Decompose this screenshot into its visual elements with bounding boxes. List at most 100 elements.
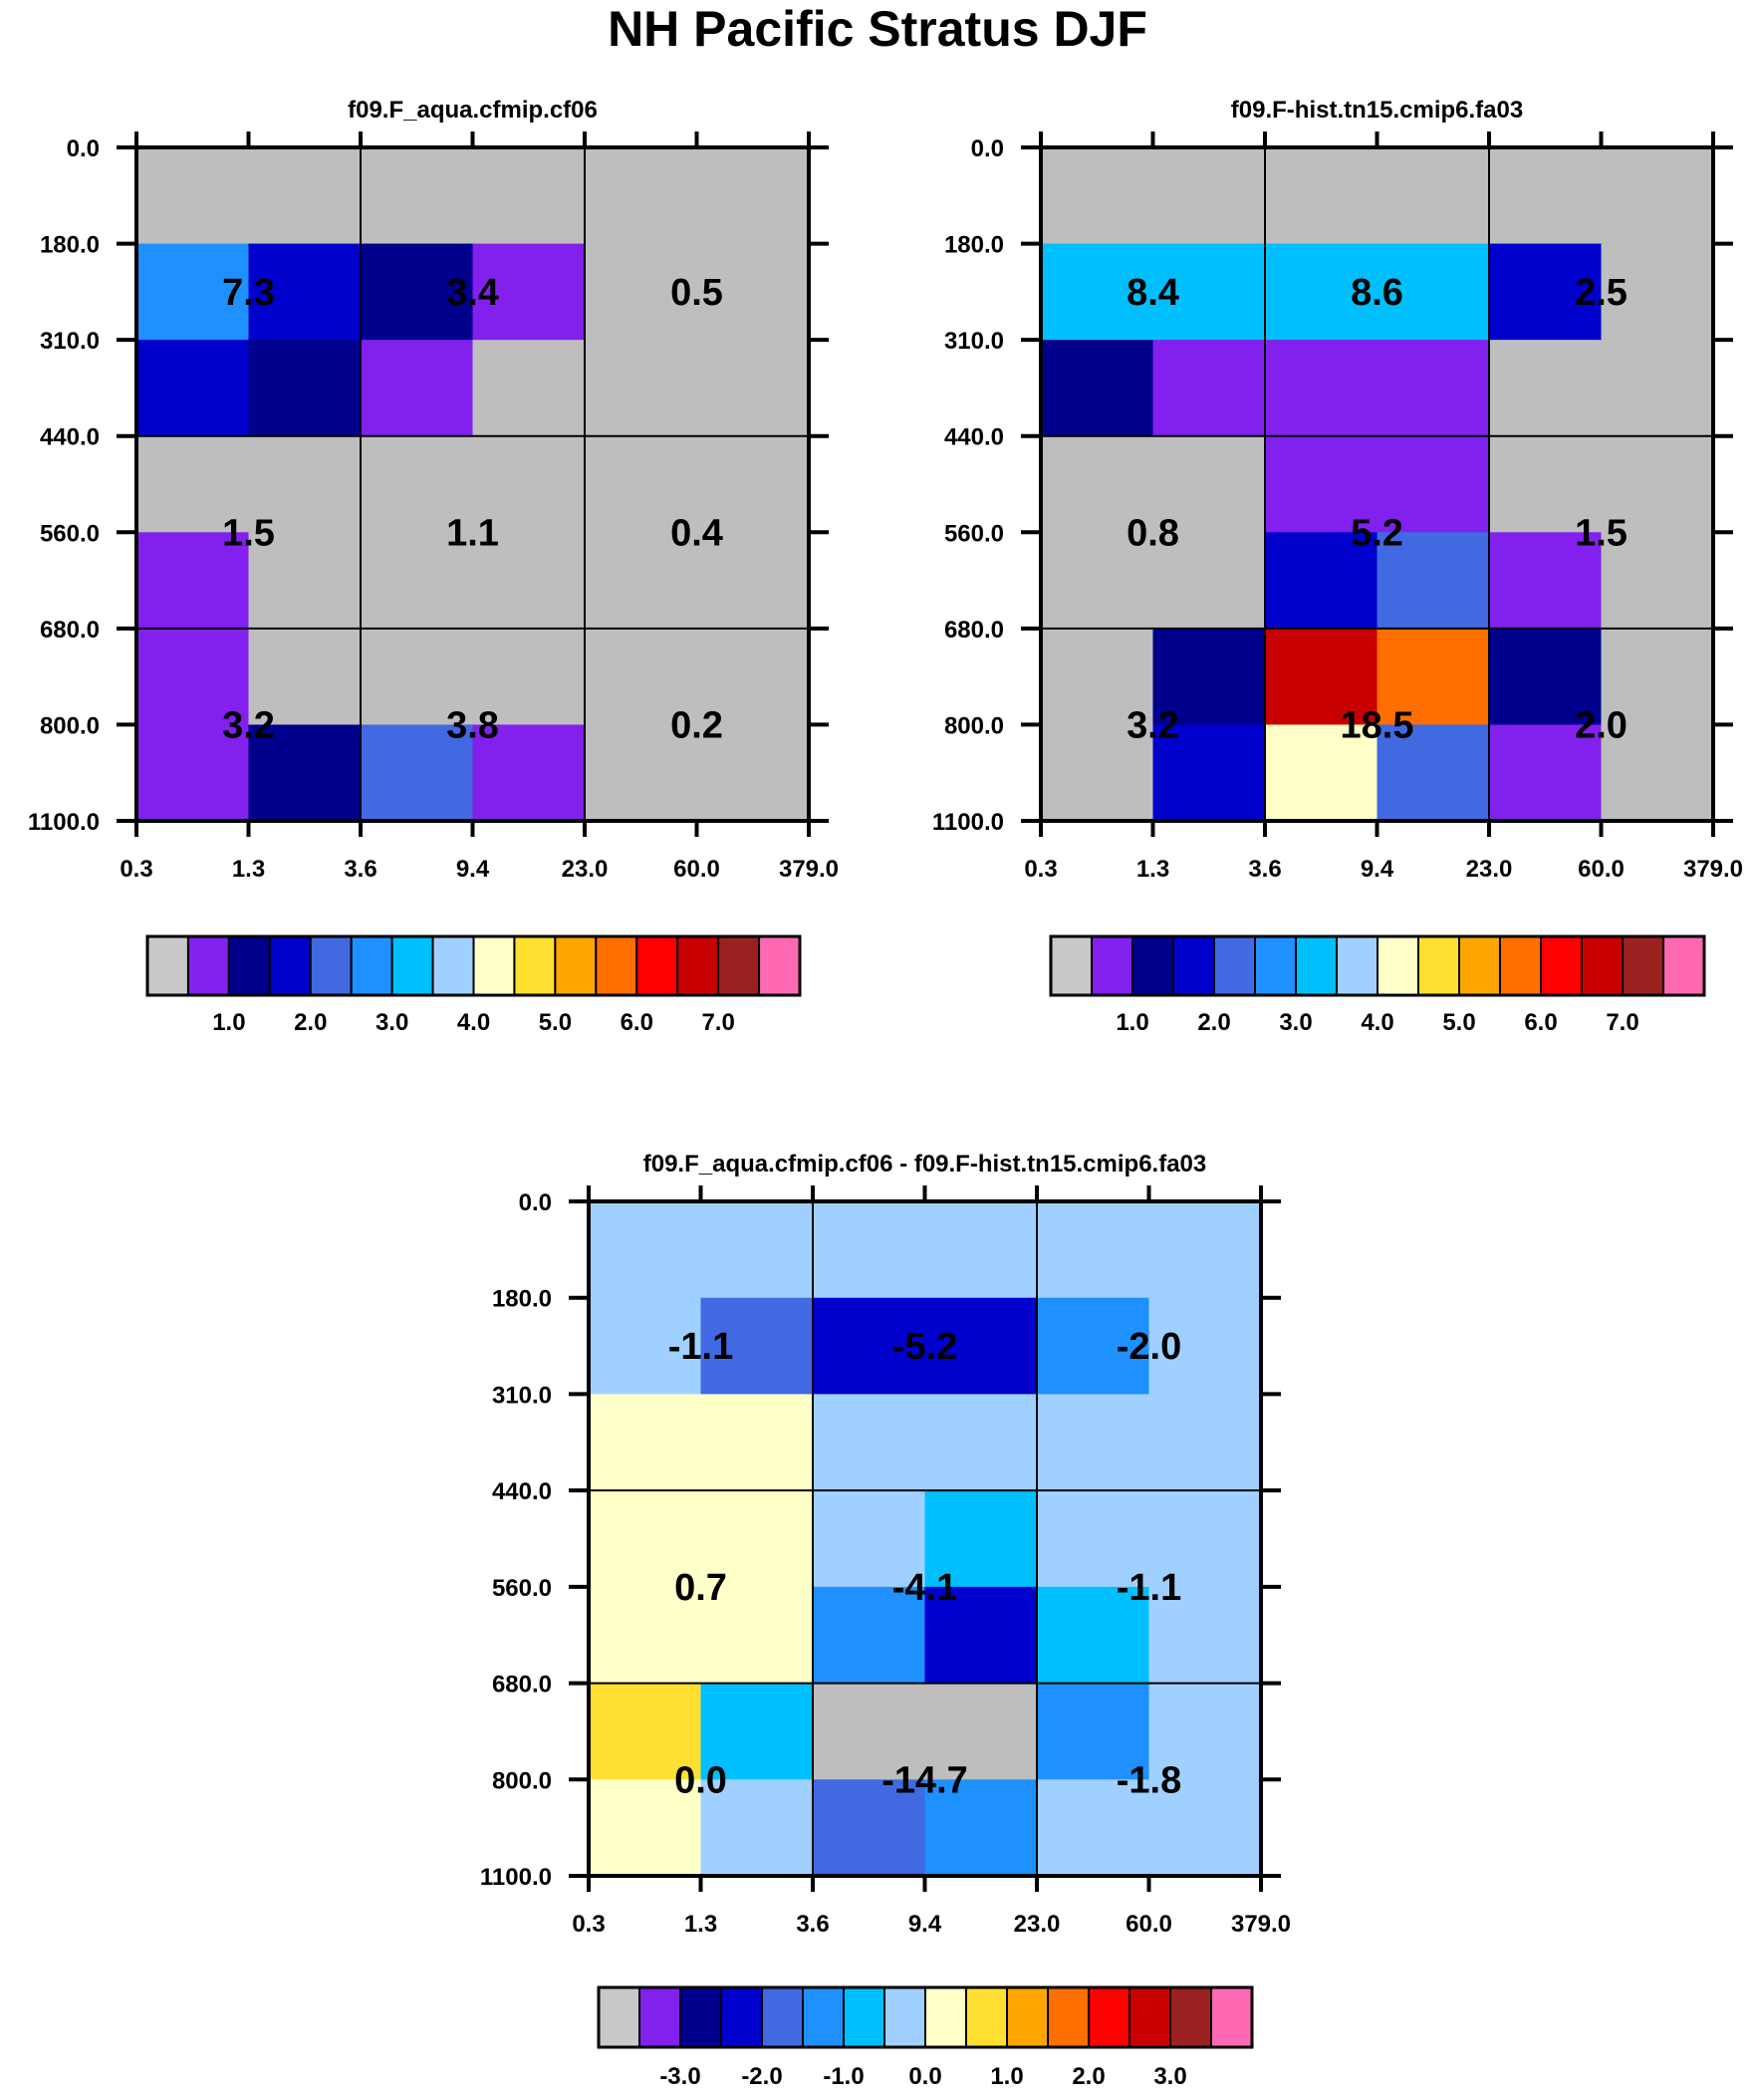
y-tick-label: 310.0 [944,328,1004,355]
heatmap-cell [1377,243,1490,341]
colorbar-label: -3.0 [659,2063,700,2090]
y-tick-label: 680.0 [492,1672,552,1699]
cell-value-label: 1.5 [1575,512,1628,554]
heatmap-cell [1148,1779,1262,1877]
x-tick-label: 379.0 [1683,856,1743,883]
heatmap-cell [700,1779,814,1877]
heatmap-cell [585,628,698,726]
colorbar-box [1050,935,1093,996]
x-tick-label: 0.3 [1024,856,1057,883]
colorbar-box [883,1986,926,2048]
y-tick-label: 0.0 [971,135,1004,162]
panel-title: f09.F_aqua.cfmip.cf06 [348,97,598,124]
heatmap-cell [1601,724,1714,822]
cell-value-label: 3.2 [222,704,275,746]
panel-1: f09.F_aqua.cfmip.cf06 0.3 1.3 3.6 9.4 23.0 60.… [28,97,839,1036]
colorbar-box [1499,935,1542,996]
colorbar-box [843,1986,885,2048]
heatmap-cell [1037,1683,1150,1780]
heatmap-cell [585,340,698,437]
heatmap-cell [136,532,250,630]
x-tick-label: 379.0 [779,856,839,883]
heatmap-cell [1037,1586,1150,1685]
heatmap-cell [813,1490,926,1588]
heatmap-cell [1489,340,1603,437]
heatmap-cell [248,340,362,437]
heatmap-cell [813,1683,926,1780]
heatmap-cell [361,724,474,822]
heatmap-cell [696,628,810,726]
heatmap-cell [696,532,810,630]
heatmap-cell [589,1394,702,1491]
colorbar-frame [145,934,802,997]
heatmap-cell [924,1683,1038,1780]
colorbar-label: 3.0 [1153,2063,1186,2090]
colorbar-box [431,935,475,996]
heatmap-cell [813,1586,926,1685]
colorbar-label: 3.0 [376,1009,408,1036]
colorbar-box [309,935,353,996]
heatmap-cell [1265,532,1379,630]
panel-3: f09.F_aqua.cfmip.cf06 - f09.F-hist.tn15.… [480,1151,1291,2090]
colorbar-box [595,935,638,996]
colorbar: 1.0 2.0 3.0 4.0 5.0 6.0 7.0 [145,934,802,1036]
heatmap-cell [472,628,586,726]
heatmap-cell [1265,147,1379,245]
cell-value-label: 3.2 [1127,704,1179,746]
colorbar-box [472,935,516,996]
colorbar-box [1417,935,1460,996]
colorbar-box [676,935,720,996]
figure-title: NH Pacific Stratus DJF [608,1,1147,57]
colorbar-box [146,935,189,996]
colorbar-box [227,935,271,996]
cell-value-label: 5.2 [1351,512,1403,554]
cell-value-label: 18.5 [1341,704,1414,746]
colorbar-box [1540,935,1583,996]
heatmap-cell [589,1201,702,1299]
colorbar-box [1091,935,1133,996]
heatmap-cell [1489,532,1603,630]
colorbar-label: 3.0 [1279,1009,1312,1036]
colorbar-box [513,935,557,996]
y-tick-label: 180.0 [492,1286,552,1313]
colorbar-box [635,935,679,996]
heatmap-cell [1037,1490,1150,1588]
colorbar-label: 4.0 [457,1009,490,1036]
colorbar: 1.0 2.0 3.0 4.0 5.0 6.0 7.0 [1049,934,1706,1036]
heatmap-cell [924,1779,1038,1877]
cell-value-label: 8.6 [1351,272,1403,314]
heatmap-cell [924,1201,1038,1299]
y-tick-label: 1100.0 [480,1864,552,1891]
heatmap-cell [472,243,586,341]
y-tick-label: 180.0 [944,232,1004,259]
heatmap-cell [1601,340,1714,437]
colorbar-box [1458,935,1501,996]
cell-value-label: 1.5 [222,512,275,554]
colorbar-label: -1.0 [823,2063,864,2090]
heatmap-cell [585,147,698,245]
heatmap-cell [1148,1201,1262,1299]
y-tick-label: 310.0 [492,1382,552,1409]
heatmap-cell [696,147,810,245]
cell-value-label: -1.8 [1117,1759,1181,1801]
colorbar-label: 2.0 [1197,1009,1230,1036]
y-tick-label: 560.0 [492,1575,552,1602]
panel-title: f09.F-hist.tn15.cmip6.fa03 [1231,97,1523,124]
y-tick-label: 800.0 [40,712,100,739]
heatmap-cell [1148,1683,1262,1780]
heatmap-cell [924,1586,1038,1685]
heatmap-cell [1041,147,1154,245]
y-tick-label: 560.0 [944,520,1004,547]
colorbar-box [186,935,230,996]
heatmap-cell [1148,1394,1262,1491]
colorbar-box [1662,935,1705,996]
heatmap-cell [136,147,250,245]
colorbar-box [1254,935,1297,996]
x-tick-label: 3.6 [1248,856,1281,883]
y-tick-label: 0.0 [67,135,100,162]
y-tick-label: 440.0 [944,424,1004,451]
heatmap-cell [924,1490,1038,1588]
colorbar-label: -2.0 [741,2063,782,2090]
heatmap-cell [1148,1297,1262,1396]
colorbar-box [758,935,801,996]
